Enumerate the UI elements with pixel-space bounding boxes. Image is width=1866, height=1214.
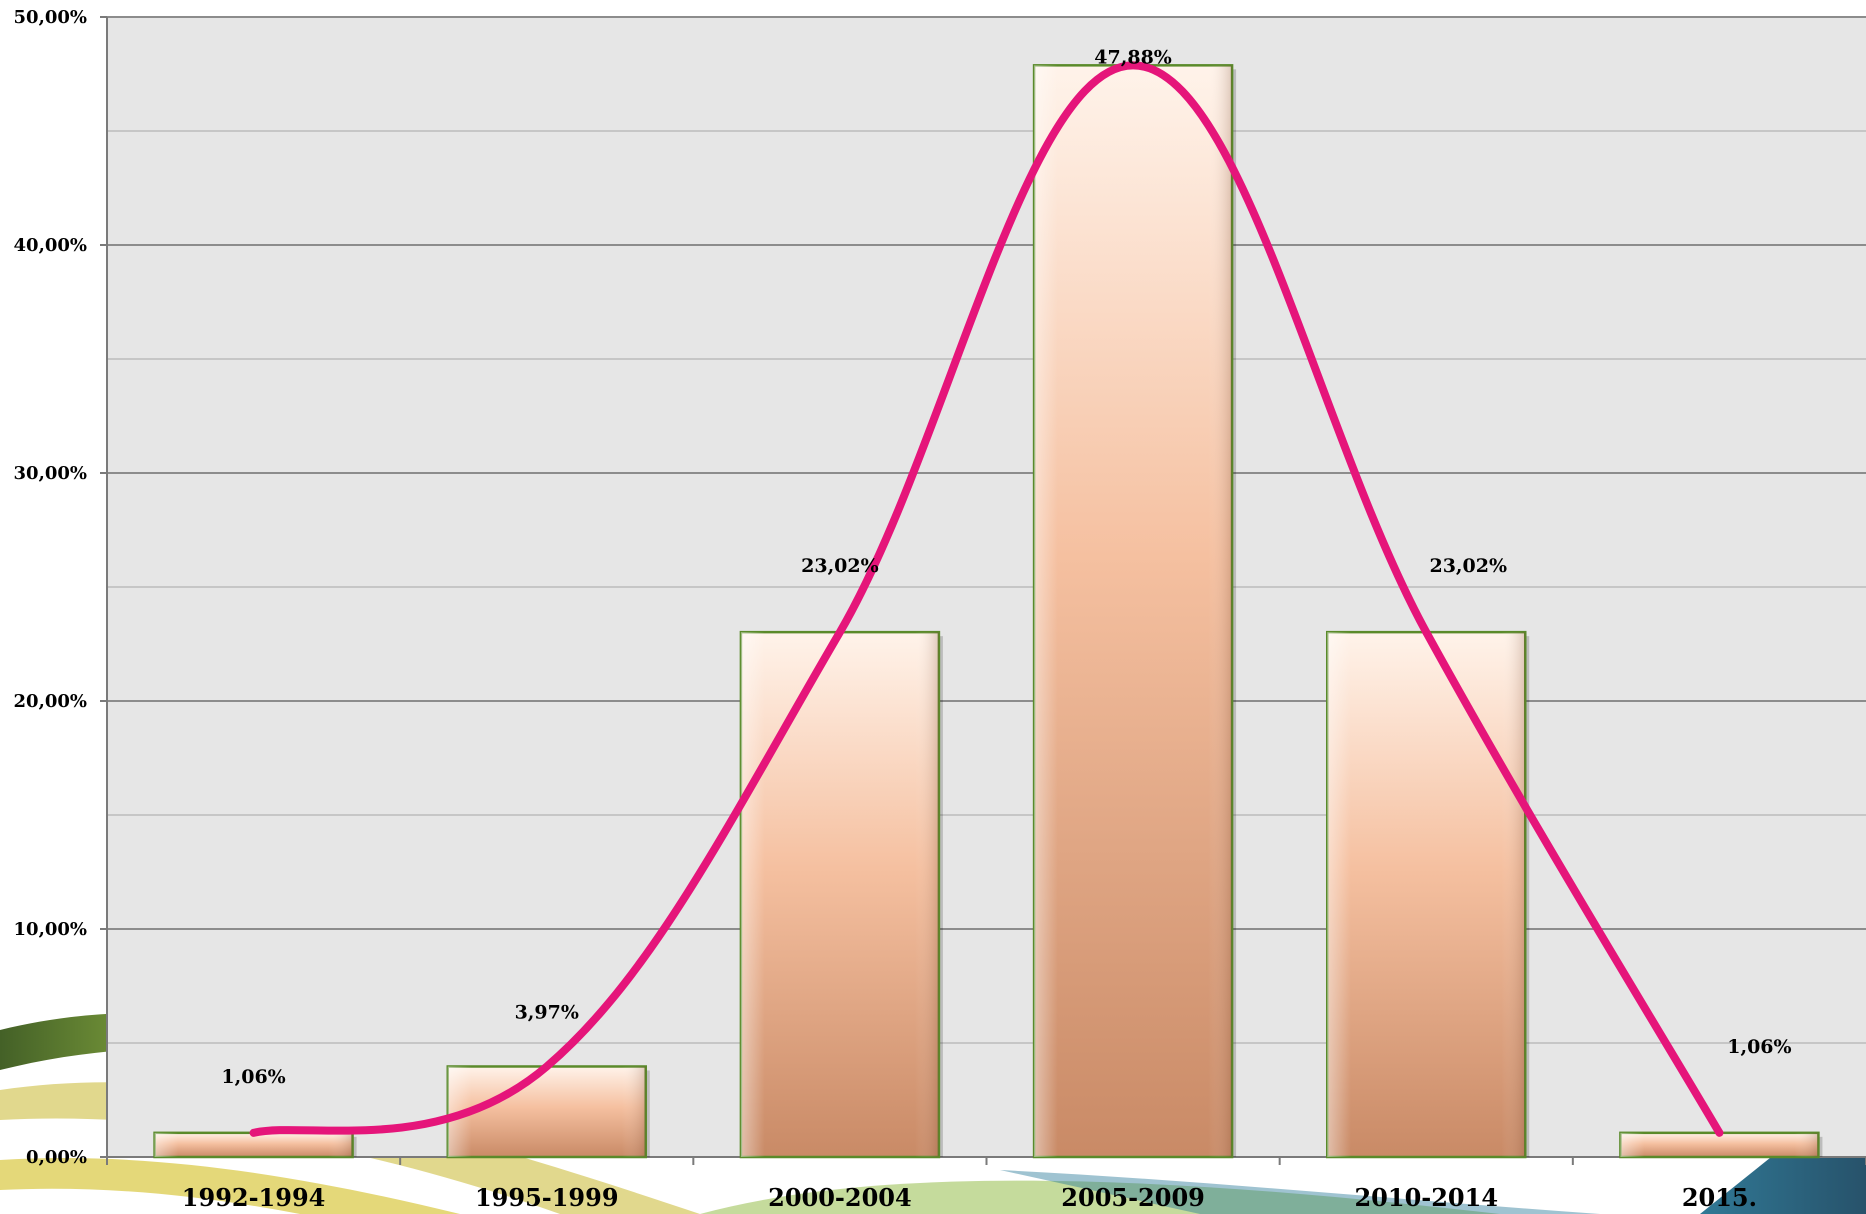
- trend-line-group: [249, 61, 1724, 1137]
- x-category-label: 2010-2014: [1354, 1183, 1498, 1212]
- bar: [739, 630, 943, 1159]
- bar-highlight: [1620, 1132, 1819, 1157]
- x-category-label: 1995-1999: [475, 1183, 619, 1212]
- y-tick-label: 10,00%: [14, 919, 87, 940]
- bar: [1326, 630, 1530, 1159]
- bar-highlight: [154, 1132, 353, 1157]
- x-axis: 1992-1994 1995-1999 2000-2004 2005-2009 2010…: [106, 1157, 1866, 1212]
- data-label: 23,02%: [1429, 555, 1507, 577]
- y-tick-label: 40,00%: [14, 235, 87, 256]
- data-label: 23,02%: [801, 555, 879, 577]
- x-category-label: 2000-2004: [768, 1183, 912, 1212]
- bar: [1032, 64, 1237, 1159]
- bars: [153, 64, 1823, 1159]
- data-label: 3,97%: [515, 1001, 579, 1023]
- y-tick-label: 0,00%: [26, 1147, 87, 1168]
- bar-highlight: [1327, 632, 1526, 1157]
- y-tick-label: 20,00%: [14, 691, 87, 712]
- bar-highlight: [740, 632, 939, 1157]
- y-tick-label: 30,00%: [14, 463, 87, 484]
- bar: [1619, 1131, 1823, 1159]
- bar-highlight: [1034, 65, 1233, 1158]
- x-category-label: 2015.: [1682, 1183, 1757, 1212]
- y-axis: 0,00% 10,00% 20,00% 30,00% 40,00% 50,00%: [14, 7, 107, 1168]
- bar: [153, 1131, 357, 1159]
- trend-line: [249, 61, 1724, 1137]
- bar: [446, 1065, 650, 1159]
- data-label: 1,06%: [221, 1066, 285, 1088]
- data-labels: 1,06% 3,97% 23,02% 47,88% 23,02% 1,06%: [221, 46, 1791, 1087]
- y-tick-label: 50,00%: [14, 7, 87, 28]
- x-category-label: 1992-1994: [182, 1183, 326, 1212]
- data-label: 47,88%: [1094, 46, 1172, 68]
- bar-highlight: [447, 1066, 646, 1157]
- data-label: 1,06%: [1727, 1036, 1791, 1058]
- x-category-label: 2005-2009: [1061, 1183, 1205, 1212]
